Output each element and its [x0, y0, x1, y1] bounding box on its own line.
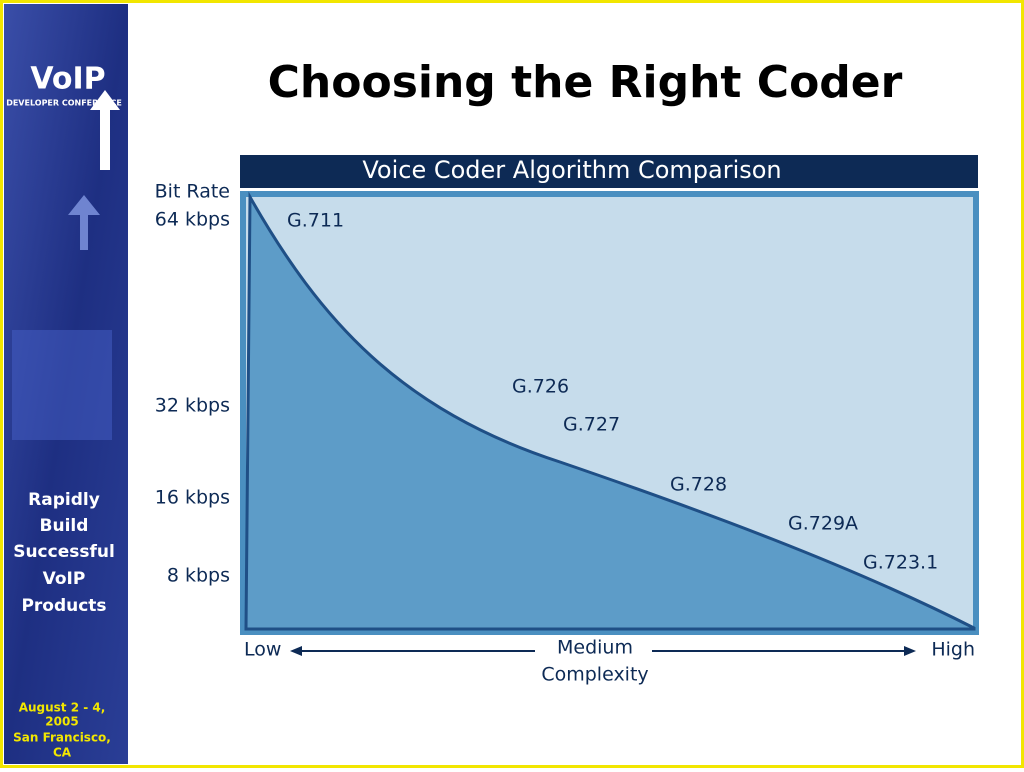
event-line: August 2 - 4,: [19, 701, 106, 715]
coder-label: G.727: [563, 414, 620, 436]
sidebar-decoration: [12, 330, 112, 440]
x-label-medium: Medium: [557, 637, 633, 659]
tagline: Rapidly Build Successful VoIP Products: [13, 490, 115, 616]
arrow-head: [904, 646, 916, 656]
tagline-line: VoIP: [43, 569, 86, 589]
diagram-title: Voice Coder Algorithm Comparison: [362, 156, 781, 184]
logo-arrow: [90, 90, 120, 170]
y-label: 32 kbps: [155, 395, 230, 417]
coder-label: G.728: [670, 474, 727, 496]
x-label-high: High: [931, 639, 975, 661]
tagline-line: Successful: [13, 542, 115, 562]
event-info: August 2 - 4, 2005 San Francisco, CA: [13, 701, 111, 760]
arrow-head: [290, 646, 302, 656]
sidebar-arrow: [68, 195, 100, 250]
tagline-line: Products: [21, 596, 106, 616]
y-label: 64 kbps: [155, 209, 230, 231]
coder-label: G.729A: [788, 513, 858, 535]
event-line: CA: [53, 746, 72, 760]
y-label: 8 kbps: [167, 565, 230, 587]
diagram-header: [240, 155, 978, 188]
tagline-line: Rapidly: [28, 490, 100, 510]
logo-subtitle: DEVELOPER CONFERENCE: [6, 99, 122, 108]
slide-title: Choosing the Right Coder: [268, 57, 903, 108]
coder-label: G.726: [512, 376, 569, 398]
y-axis-title: Bit Rate: [155, 181, 230, 203]
y-label: 16 kbps: [155, 487, 230, 509]
event-line: San Francisco,: [13, 731, 111, 745]
coder-label: G.711: [287, 210, 344, 232]
event-line: 2005: [45, 715, 78, 729]
coder-label: G.723.1: [863, 552, 938, 574]
tagline-line: Build: [40, 516, 89, 536]
x-axis-title: Complexity: [541, 664, 648, 686]
logo-mark: VoIP: [30, 62, 105, 97]
tradeoff-curve: [244, 191, 976, 631]
x-label-low: Low: [244, 639, 281, 661]
